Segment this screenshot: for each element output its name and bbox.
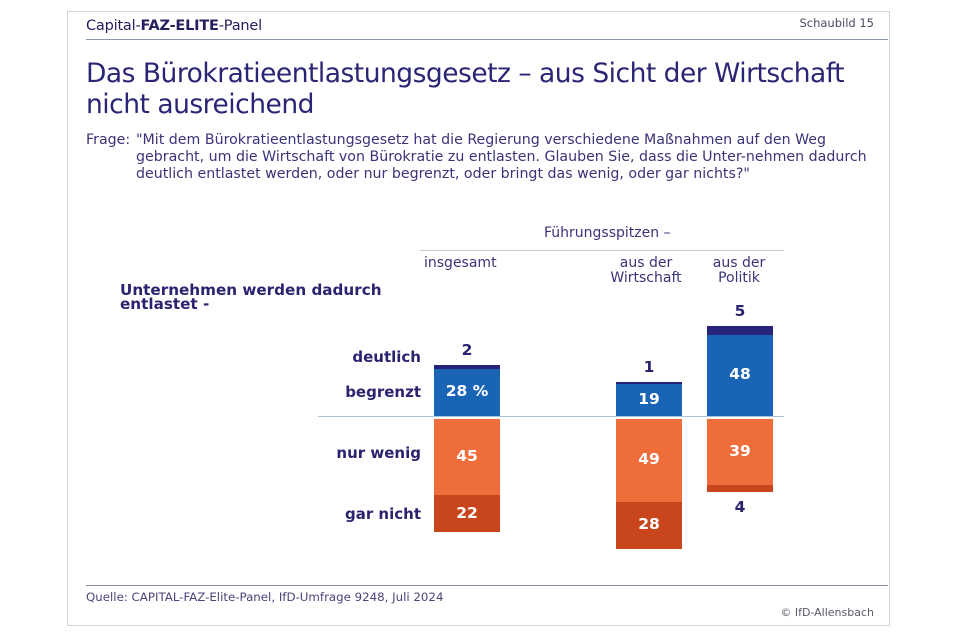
- bar-segment-begrenzt: [707, 334, 773, 416]
- data-label-deutlich: 2: [461, 341, 473, 360]
- bar-segment-deutlich: [707, 326, 773, 335]
- data-label-deutlich: 1: [643, 358, 655, 377]
- row-header: Unternehmen werden dadurch entlastet -: [120, 281, 382, 313]
- group-header: Führungsspitzen –: [544, 225, 671, 241]
- data-label-gar-nicht: 22: [456, 503, 478, 522]
- row-label-nur-wenig: nur wenig: [336, 444, 421, 462]
- bar-segment-begrenzt: [434, 368, 500, 416]
- data-label-gar-nicht: 4: [734, 497, 746, 516]
- row-label-begrenzt: begrenzt: [345, 383, 421, 401]
- question-text: "Mit dem Bürokratieentlastungsgesetz hat…: [136, 132, 867, 182]
- data-label-nur-wenig: 39: [729, 441, 751, 460]
- bar-segment-gar-nicht: [707, 484, 773, 492]
- bar-segment-nur-wenig: [434, 419, 500, 496]
- brand-part-faz-elite: FAZ-ELITE: [140, 18, 219, 34]
- data-label-begrenzt: 19: [638, 389, 660, 408]
- bar-segment-gar-nicht: [434, 495, 500, 533]
- column-header-line: insgesamt: [424, 255, 497, 271]
- data-label-nur-wenig: 45: [456, 447, 478, 466]
- chart-baseline: [318, 416, 784, 417]
- column-header-line: aus der: [712, 255, 766, 271]
- column-header-line: aus der: [619, 255, 673, 271]
- figure-label: Schaubild 15: [799, 16, 874, 30]
- source-note: Quelle: CAPITAL-FAZ-Elite-Panel, IfD-Umf…: [86, 590, 444, 604]
- bar-segment-gar-nicht: [616, 501, 682, 550]
- chart-title: Das Bürokratieentlastungsgesetz – aus Si…: [86, 58, 886, 120]
- bar-segment-deutlich: [434, 365, 500, 369]
- row-label-deutlich: deutlich: [352, 348, 421, 366]
- bar-segment-deutlich: [616, 382, 682, 384]
- bar-segment-nur-wenig: [707, 419, 773, 485]
- brand-part-capital: Capital-: [86, 18, 141, 34]
- group-header-divider: [420, 250, 784, 251]
- data-label-gar-nicht: 28: [638, 515, 660, 534]
- chart-title-line-1: Das Bürokratieentlastungsgesetz – aus Si…: [86, 58, 845, 89]
- question-label: Frage:: [86, 132, 131, 148]
- column-header: aus der Wirtschaft: [586, 256, 706, 286]
- brand-part-panel: -Panel: [218, 18, 262, 34]
- bar-segment-nur-wenig: [616, 419, 682, 502]
- data-label-deutlich: 5: [734, 302, 746, 321]
- column-header: insgesamt: [424, 256, 544, 271]
- data-label-begrenzt: 48: [729, 365, 751, 384]
- chart-title-line-2: nicht ausreichend: [86, 89, 314, 120]
- column-header: aus der Politik: [679, 256, 799, 286]
- footer-divider: [86, 585, 888, 586]
- data-label-nur-wenig: 49: [638, 450, 660, 469]
- bar-segment-begrenzt: [616, 383, 682, 416]
- copyright-note: © IfD-Allensbach: [780, 606, 874, 619]
- data-label-begrenzt: 28 %: [445, 382, 489, 401]
- header-divider: [86, 39, 888, 40]
- column-header-line: Wirtschaft: [610, 270, 682, 286]
- column-header-line: Politik: [718, 270, 760, 286]
- brand-title: Capital-FAZ-ELITE-Panel: [86, 18, 262, 34]
- row-label-gar-nicht: gar nicht: [344, 505, 421, 523]
